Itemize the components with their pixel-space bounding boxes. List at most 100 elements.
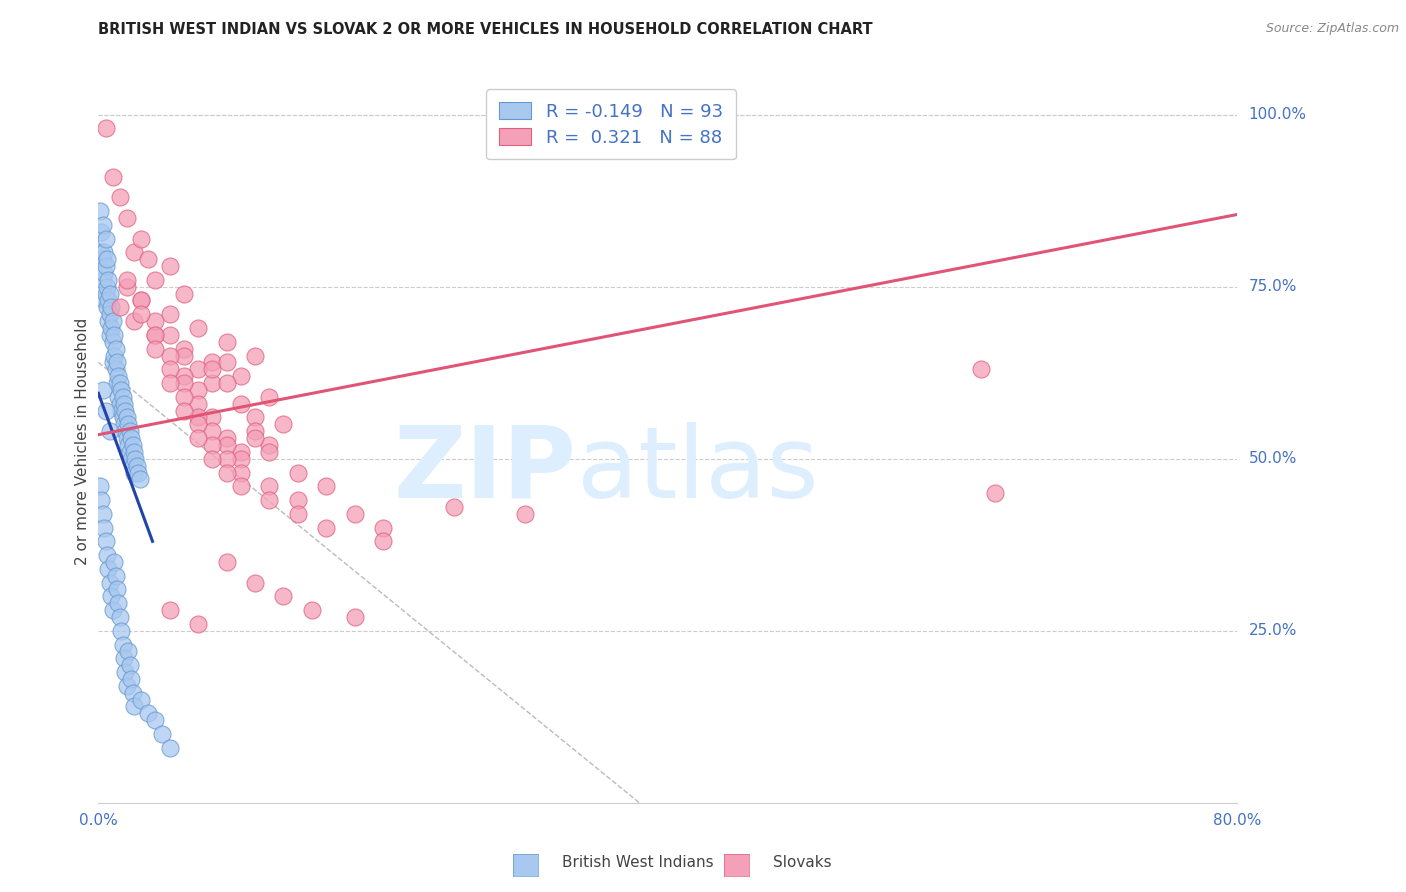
Point (229, 369, 252, 384)
Point (229, 479, 252, 493)
Point (98, 424, 121, 438)
Point (115, 679, 138, 693)
Point (94, 286, 117, 301)
Point (129, 692, 152, 706)
Point (122, 314, 145, 328)
Point (125, 458, 148, 473)
Point (259, 493, 281, 508)
Point (127, 466, 149, 480)
Point (315, 479, 337, 493)
Point (215, 555, 238, 569)
Point (128, 472, 150, 486)
Point (187, 397, 209, 411)
Point (107, 390, 129, 404)
Point (94, 259, 117, 273)
Point (90, 245, 112, 260)
Point (91, 252, 114, 267)
Point (136, 252, 159, 267)
Point (100, 321, 122, 335)
Point (111, 390, 134, 404)
Point (101, 314, 124, 328)
Point (187, 616, 209, 631)
Point (173, 349, 195, 363)
Point (136, 706, 159, 721)
Point (215, 451, 238, 466)
Point (96, 548, 118, 562)
Text: Slovaks: Slovaks (773, 855, 832, 870)
Text: 25.0%: 25.0% (1249, 624, 1296, 639)
Point (90, 493, 112, 508)
Text: BRITISH WEST INDIAN VS SLOVAK 2 OR MORE VEHICLES IN HOUSEHOLD CORRELATION CHART: BRITISH WEST INDIAN VS SLOVAK 2 OR MORE … (98, 22, 873, 37)
Point (101, 334, 124, 349)
Point (343, 507, 366, 521)
Point (115, 211, 138, 225)
Point (111, 410, 134, 425)
Point (373, 520, 395, 534)
Point (243, 410, 266, 425)
Point (108, 376, 131, 390)
Point (94, 403, 117, 417)
Point (159, 362, 181, 376)
Point (173, 403, 195, 417)
Point (96, 301, 118, 315)
Point (121, 458, 143, 473)
Point (259, 445, 281, 459)
Point (118, 424, 141, 438)
Point (145, 327, 167, 342)
Point (100, 301, 122, 315)
Text: 100.0%: 100.0% (1249, 107, 1306, 122)
Point (100, 590, 122, 604)
Point (118, 445, 141, 459)
Point (122, 245, 145, 260)
Point (98, 327, 121, 342)
Point (201, 438, 224, 452)
Point (124, 451, 146, 466)
Point (201, 362, 224, 376)
Point (89, 479, 111, 493)
Point (112, 651, 135, 665)
Text: ZIP: ZIP (394, 422, 576, 519)
Point (93, 293, 115, 308)
Point (117, 417, 139, 432)
Point (97, 273, 120, 287)
Point (201, 355, 224, 369)
Point (129, 307, 152, 321)
Point (93, 245, 115, 260)
Point (187, 431, 209, 445)
Point (215, 355, 238, 369)
Point (443, 500, 465, 514)
Point (96, 279, 118, 293)
Point (105, 582, 128, 597)
Point (173, 376, 195, 390)
Point (91, 218, 114, 232)
Point (91, 383, 114, 397)
Point (173, 369, 195, 384)
Point (970, 362, 993, 376)
Point (145, 713, 167, 727)
Point (105, 376, 128, 390)
Point (984, 486, 1007, 500)
Point (159, 259, 181, 273)
Point (108, 610, 131, 624)
Point (89, 204, 111, 219)
Point (159, 327, 181, 342)
Point (201, 424, 224, 438)
Text: Source: ZipAtlas.com: Source: ZipAtlas.com (1265, 22, 1399, 36)
Point (121, 686, 143, 700)
Point (287, 493, 309, 508)
Point (173, 390, 195, 404)
Point (97, 562, 120, 576)
Point (114, 403, 136, 417)
Point (115, 279, 138, 293)
Point (229, 397, 252, 411)
Point (108, 397, 131, 411)
Point (259, 438, 281, 452)
Point (108, 190, 131, 204)
Point (120, 431, 142, 445)
Point (110, 624, 132, 638)
Point (121, 438, 143, 452)
Point (112, 397, 135, 411)
Point (152, 727, 174, 741)
Point (97, 293, 120, 308)
Point (145, 314, 167, 328)
